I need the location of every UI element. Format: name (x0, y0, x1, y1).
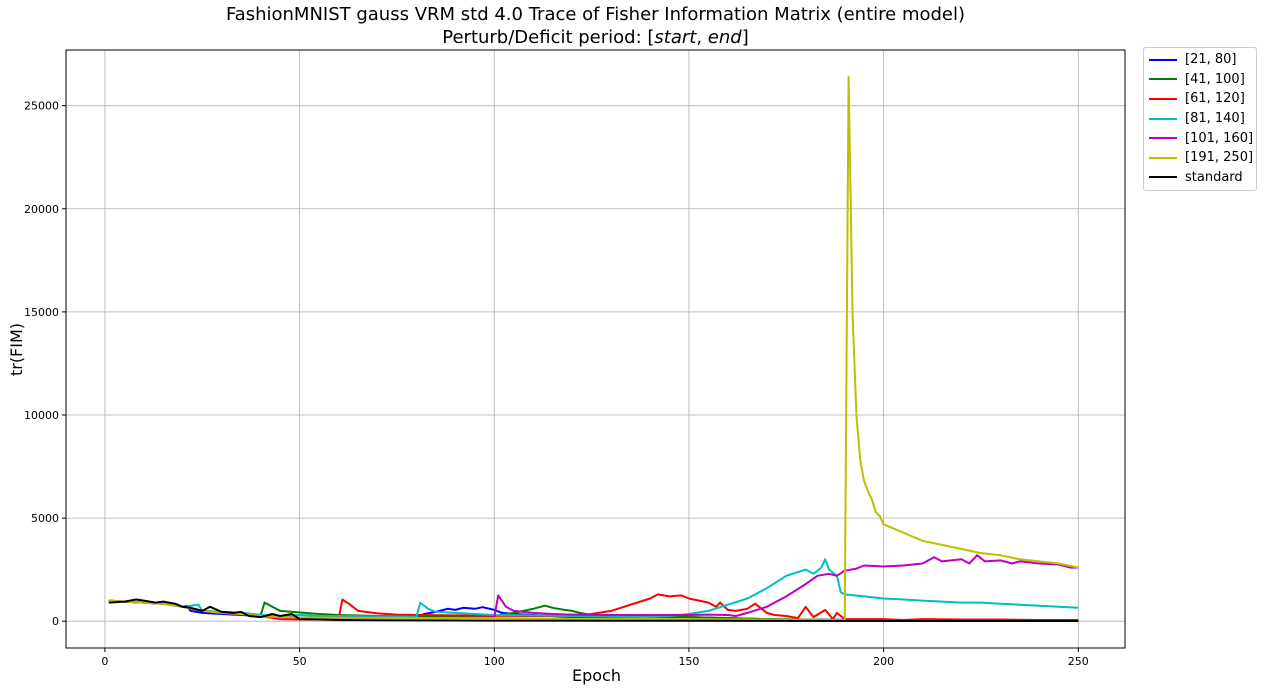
legend-label: [41, 100] (1185, 71, 1245, 87)
y-axis-label: tr(FIM) (7, 322, 27, 377)
x-axis-label: Epoch (572, 666, 621, 685)
x-tick-label: 100 (484, 655, 505, 668)
plot-frame (65, 49, 1126, 649)
x-axis-ticks: 0 50 100 150 200 250 (101, 648, 1089, 668)
legend-label: standard (1185, 169, 1243, 185)
legend-item: [21, 80] (1144, 50, 1256, 70)
subtitle-prefix: Perturb/Deficit period: [ (442, 27, 655, 48)
legend-swatch (1149, 117, 1177, 120)
legend: [21, 80] [41, 100] [61, 120] [81, 140] [101,… (1143, 47, 1257, 192)
legend-item: [41, 100] (1144, 70, 1256, 90)
legend-item: [101, 160] (1144, 128, 1256, 148)
legend-swatch (1149, 97, 1177, 100)
x-tick-label: 50 (293, 655, 307, 668)
legend-swatch (1149, 156, 1177, 159)
grid (66, 50, 1125, 648)
series-line-6 (108, 598, 1079, 622)
x-tick-label: 150 (678, 655, 699, 668)
y-axis-ticks: 0 5000 10000 15000 20000 25000 (24, 100, 66, 628)
legend-label: [21, 80] (1185, 52, 1237, 68)
y-tick-label: 5000 (31, 512, 59, 525)
x-tick-label: 200 (873, 655, 894, 668)
y-tick-label: 25000 (24, 100, 59, 113)
subtitle-suffix: ] (741, 27, 749, 48)
subtitle-end: end (707, 27, 742, 48)
subtitle-start: start (654, 27, 697, 48)
chart-subtitle: Perturb/Deficit period: [start, end] (66, 27, 1125, 48)
legend-item: [81, 140] (1144, 109, 1256, 129)
y-tick-label: 10000 (24, 409, 59, 422)
series-line-3 (108, 558, 1079, 619)
x-tick-label: 250 (1068, 655, 1089, 668)
legend-swatch (1149, 176, 1177, 179)
legend-swatch (1149, 58, 1177, 61)
legend-item: standard (1144, 168, 1256, 188)
subtitle-sep: , (696, 27, 708, 48)
legend-item: [191, 250] (1144, 148, 1256, 168)
legend-label: [61, 120] (1185, 91, 1245, 107)
legend-item: [61, 120] (1144, 89, 1256, 109)
legend-label: [191, 250] (1185, 150, 1254, 166)
chart-title: FashionMNIST gauss VRM std 4.0 Trace of … (225, 4, 966, 25)
legend-swatch (1149, 78, 1177, 81)
series-line-5 (108, 75, 1079, 621)
legend-swatch (1149, 137, 1177, 140)
legend-label: [101, 160] (1185, 130, 1254, 146)
x-tick-label: 0 (101, 655, 108, 668)
series-line-2 (108, 593, 1079, 621)
series-lines (108, 75, 1079, 622)
y-tick-label: 0 (52, 615, 59, 628)
y-tick-label: 15000 (24, 306, 59, 319)
series-line-4 (108, 554, 1079, 620)
y-tick-label: 20000 (24, 203, 59, 216)
legend-label: [81, 140] (1185, 111, 1245, 127)
